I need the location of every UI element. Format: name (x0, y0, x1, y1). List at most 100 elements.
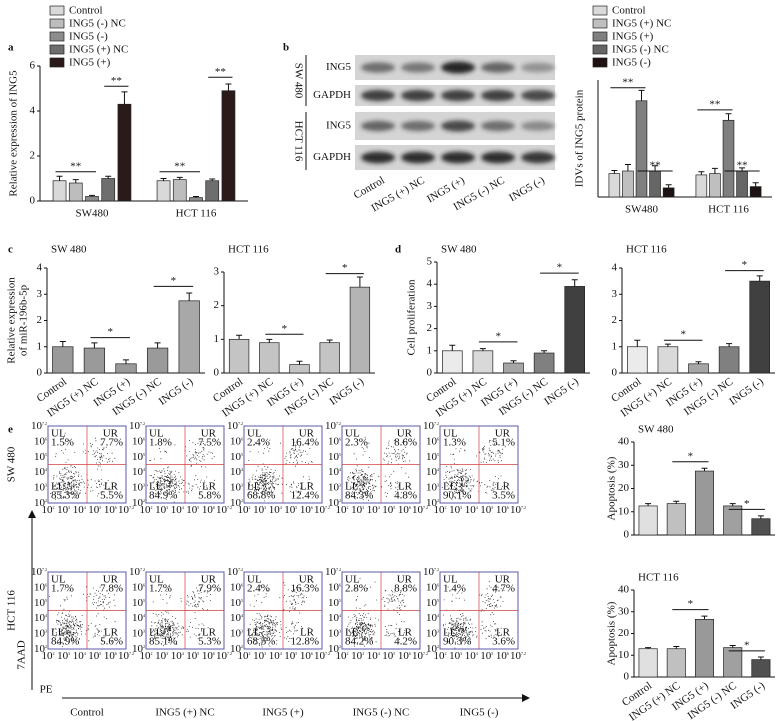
y-tick-label: 3 (214, 266, 220, 278)
tick-base: 10 (132, 643, 144, 655)
tick-exponent: 5 (99, 651, 101, 656)
bar (52, 180, 67, 202)
tick-base: 10 (510, 504, 522, 516)
quadrant-label: UL (51, 574, 66, 586)
legend-label: Control (612, 5, 646, 17)
tick-base: 10 (88, 504, 100, 516)
quadrant-label: LR (398, 481, 413, 493)
y-tick-label: 20 (618, 627, 630, 639)
quadrant-label: LR (300, 481, 315, 493)
blot-band (481, 62, 515, 73)
tick-base: 10 (129, 566, 141, 578)
tick-base: 10 (155, 504, 167, 516)
flow-tick-label: 106 (132, 435, 145, 447)
tick-exponent: 3 (45, 629, 47, 634)
tick-base: 10 (230, 596, 242, 608)
tick-base: 10 (104, 650, 116, 662)
error-bar (726, 343, 733, 347)
tick-base: 10 (132, 627, 144, 639)
flow-tick-label: 107.2 (227, 420, 243, 432)
panel-label: b (283, 42, 289, 54)
x-tick-label: ING5 (-) (327, 376, 366, 408)
bar (723, 505, 743, 536)
tick-base: 10 (73, 650, 85, 662)
flow-tick-label: 104 (465, 504, 478, 516)
flow-tick-label: 102 (42, 650, 55, 662)
flow-tick-label: 105 (34, 450, 47, 462)
quadrant-percent: 7.9% (198, 583, 221, 595)
tick-exponent: 7.2 (434, 421, 439, 426)
tick-exponent: 6 (339, 582, 341, 587)
tick-base: 10 (34, 596, 46, 608)
tick-base: 10 (132, 450, 144, 462)
bar (627, 346, 648, 374)
bar (115, 363, 137, 374)
quadrant-percent: 85.3% (51, 490, 79, 502)
bar (649, 170, 661, 198)
y-tick-label: 5 (427, 256, 433, 268)
error-bar (123, 359, 129, 364)
error-bar (645, 503, 652, 506)
tick-base: 10 (132, 481, 144, 493)
tick-exponent: 4 (339, 467, 341, 472)
tick-base: 10 (104, 504, 116, 516)
chart-title: SW 480 (638, 424, 674, 436)
error-bar (729, 503, 736, 506)
tick-exponent: 6 (143, 582, 145, 587)
y-tick-label: 1 (612, 340, 618, 352)
error-bar (59, 341, 66, 347)
tick-exponent: 2 (347, 651, 349, 656)
y-tick-label: 30 (618, 459, 630, 471)
bar (638, 648, 658, 678)
column-label: ING5 (-) NC (353, 707, 410, 719)
y-tick-label: 2 (214, 299, 220, 311)
tick-base: 10 (382, 504, 394, 516)
tick-base: 10 (480, 504, 492, 516)
tick-exponent: 3 (264, 505, 266, 510)
blot-band (521, 151, 555, 164)
tick-base: 10 (367, 650, 379, 662)
tick-exponent: 3 (339, 483, 341, 488)
quadrant-percent: 3.5% (492, 490, 515, 502)
quadrant-label: UR (397, 574, 413, 586)
tick-exponent: 5 (99, 505, 101, 510)
tick-base: 10 (328, 497, 340, 509)
flow-tick-label: 106 (202, 650, 215, 662)
flow-tick-label: 107.2 (129, 566, 145, 578)
significance-label: * (495, 330, 501, 342)
quadrant-label: LL (149, 481, 163, 493)
tick-exponent: 5 (437, 598, 439, 603)
blot-band (441, 120, 475, 132)
error-bar (571, 279, 578, 287)
error-bar (176, 176, 183, 180)
blot-band (521, 121, 555, 131)
tick-exponent: 5 (295, 505, 297, 510)
tick-exponent: 5 (241, 598, 243, 603)
flow-tick-label: 103 (57, 504, 70, 516)
tick-exponent: 4 (339, 613, 341, 618)
flow-tick-label: 104 (426, 466, 439, 478)
tick-base: 10 (132, 596, 144, 608)
flow-tick-label: 102 (328, 497, 341, 509)
tick-exponent: 2 (53, 651, 55, 656)
significance-label: ** (111, 75, 122, 87)
y-tick-label: 30 (618, 605, 630, 617)
flow-tick-label: 106 (230, 581, 243, 593)
flow-tick-label: 102 (230, 497, 243, 509)
flow-dots (443, 581, 505, 649)
legend-label: Control (69, 5, 103, 17)
tick-base: 10 (57, 650, 69, 662)
tick-base: 10 (510, 650, 522, 662)
tick-base: 10 (426, 612, 438, 624)
flow-tick-label: 104 (328, 612, 341, 624)
bar (749, 280, 770, 374)
flow-tick-label: 107.2 (510, 504, 526, 516)
tick-exponent: 3 (264, 651, 266, 656)
bar (349, 286, 371, 374)
flow-tick-label: 106 (496, 650, 509, 662)
significance-label: ** (622, 76, 633, 88)
flow-tick-label: 107.2 (325, 566, 341, 578)
tick-exponent: 4 (84, 505, 86, 510)
tick-base: 10 (449, 650, 461, 662)
tick-exponent: 3 (460, 651, 462, 656)
